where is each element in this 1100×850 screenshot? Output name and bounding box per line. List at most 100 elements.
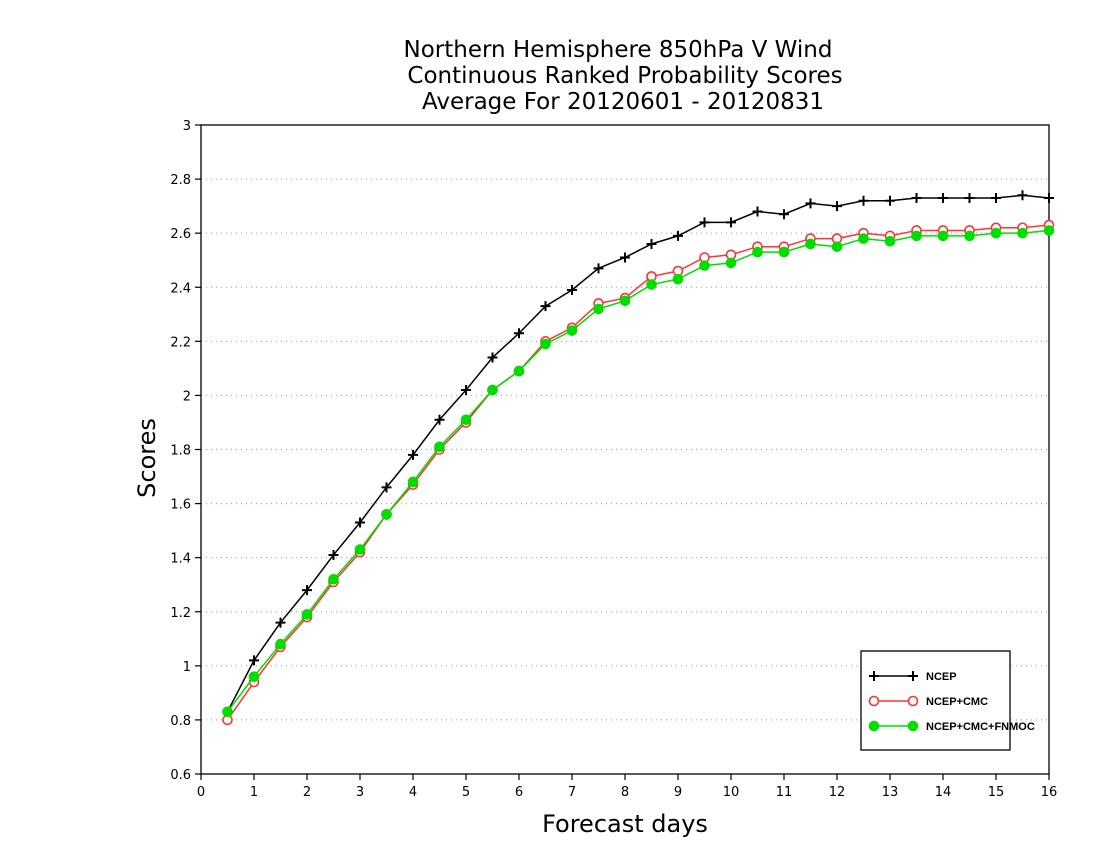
data-point	[699, 217, 710, 228]
data-point	[381, 509, 392, 520]
x-tick-label: 7	[568, 785, 576, 800]
data-point	[355, 517, 365, 528]
data-point	[222, 706, 233, 718]
data-point	[858, 233, 869, 244]
y-tick-label: 1.6	[170, 498, 191, 513]
data-point	[249, 655, 259, 666]
series-line	[226, 194, 1050, 713]
data-point	[301, 609, 313, 620]
y-tick-label: 2.8	[170, 173, 191, 188]
legend-entry: NCEP+CMC+FNMOC	[868, 720, 1035, 733]
x-tick-label: 9	[674, 785, 682, 800]
data-point	[858, 195, 869, 206]
data-point	[1017, 190, 1028, 201]
y-tick-label: 3	[183, 119, 191, 134]
series-layer	[222, 190, 1055, 726]
x-tick-label: 1	[250, 785, 258, 800]
data-point	[567, 284, 577, 295]
data-point	[964, 230, 975, 242]
data-point	[566, 325, 578, 336]
data-point	[407, 476, 419, 488]
data-point	[513, 365, 525, 377]
x-tick-label: 6	[515, 785, 523, 800]
legend-label: NCEP	[926, 671, 957, 683]
x-tick-label: 4	[409, 785, 417, 800]
x-tick-label: 15	[988, 785, 1005, 800]
data-point	[646, 279, 657, 290]
data-point	[699, 260, 710, 271]
data-point	[673, 230, 683, 241]
y-tick-label: 1.8	[170, 444, 191, 459]
data-point	[990, 227, 1002, 239]
data-point	[408, 449, 418, 460]
x-tick-label: 3	[356, 785, 364, 800]
data-point	[1043, 225, 1055, 236]
data-point	[487, 384, 498, 396]
x-tick-label: 13	[882, 785, 899, 800]
x-tick-label: 5	[462, 785, 470, 800]
legend: NCEP NCEP+CMC NCEP+CMC+FNMOC	[860, 650, 1035, 751]
data-point	[869, 671, 879, 681]
axes: 0.60.811.21.41.61.822.22.42.62.830 1 2 3 4 5 6…	[170, 119, 1057, 800]
x-tick-label: 2	[303, 785, 311, 800]
data-point	[907, 695, 919, 707]
data-point	[752, 206, 763, 217]
data-point	[434, 441, 445, 453]
data-point	[779, 209, 789, 220]
data-point	[991, 193, 1001, 204]
data-point	[672, 273, 684, 285]
series-ncep-cmc-fnmoc	[222, 225, 1055, 718]
data-point	[937, 230, 949, 242]
data-point	[620, 252, 630, 263]
series-ncep	[222, 190, 1054, 717]
x-tick-label: 8	[621, 785, 629, 800]
data-point	[911, 193, 922, 204]
data-point	[938, 193, 948, 204]
data-point	[434, 414, 445, 425]
y-tick-label: 2	[183, 389, 191, 404]
data-point	[460, 414, 472, 426]
data-point	[514, 328, 524, 339]
title-line-3: Average For 20120601 - 20120831	[422, 89, 824, 115]
series-line	[226, 229, 1050, 713]
data-point	[752, 246, 763, 258]
x-axis-label: Forecast days	[542, 810, 708, 838]
y-tick-label: 1.2	[170, 606, 191, 621]
data-point	[646, 238, 657, 249]
data-point	[381, 482, 392, 493]
data-point	[540, 301, 551, 312]
data-point	[831, 241, 843, 252]
data-point	[908, 671, 918, 681]
data-point	[868, 720, 880, 732]
chart-title: Northern Hemisphere 850hPa V Wind Contin…	[404, 37, 843, 115]
data-point	[354, 544, 366, 555]
data-point	[725, 257, 737, 269]
y-tick-label: 1	[183, 660, 191, 675]
data-point	[726, 217, 736, 228]
data-point	[805, 238, 816, 250]
y-tick-label: 2.6	[170, 227, 191, 242]
data-point	[778, 246, 790, 258]
data-point	[593, 263, 604, 274]
data-point	[911, 230, 922, 242]
data-point	[1044, 193, 1054, 204]
data-point	[593, 303, 604, 315]
data-point	[275, 617, 286, 628]
title-line-2: Continuous Ranked Probability Scores	[407, 63, 842, 89]
x-tick-label: 16	[1041, 785, 1058, 800]
data-point	[487, 352, 498, 363]
y-tick-label: 2.4	[170, 281, 191, 296]
data-point	[619, 295, 631, 307]
data-point	[328, 574, 339, 585]
data-point	[328, 549, 339, 560]
data-point	[540, 338, 551, 350]
data-point	[461, 385, 471, 396]
legend-label: NCEP+CMC	[926, 696, 988, 708]
data-point	[1017, 227, 1028, 239]
data-point	[805, 198, 816, 209]
x-tick-label: 10	[723, 785, 740, 800]
legend-entry: NCEP+CMC	[868, 695, 988, 708]
legend-label: NCEP+CMC+FNMOC	[926, 721, 1035, 733]
x-tick-label: 12	[829, 785, 846, 800]
